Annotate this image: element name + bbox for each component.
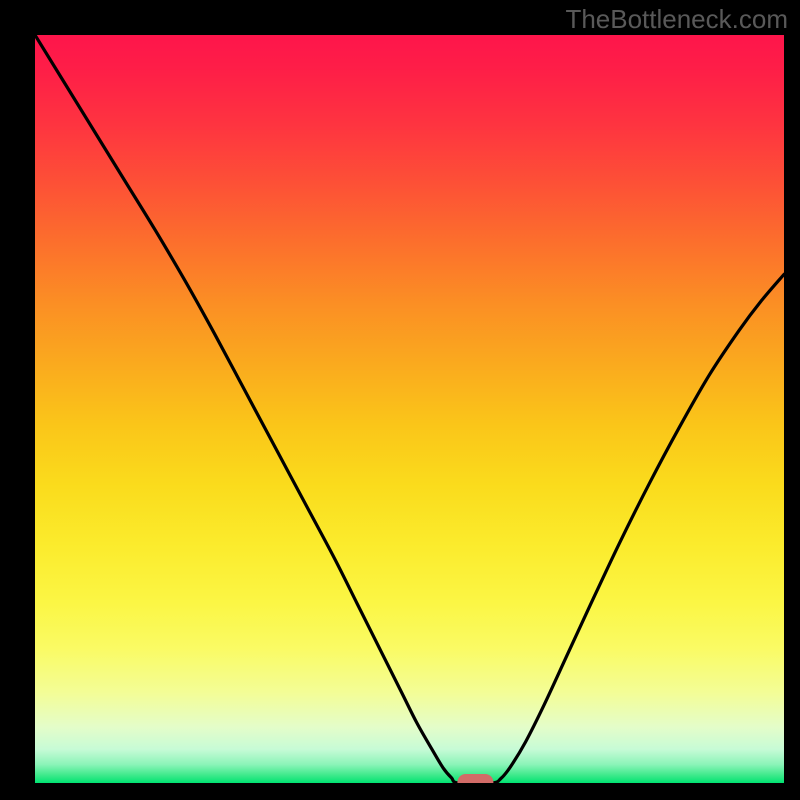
bottleneck-chart: [35, 35, 784, 783]
watermark-text: TheBottleneck.com: [565, 4, 788, 35]
chart-svg: [35, 35, 784, 783]
optimal-marker: [457, 774, 493, 783]
chart-background: [35, 35, 784, 783]
